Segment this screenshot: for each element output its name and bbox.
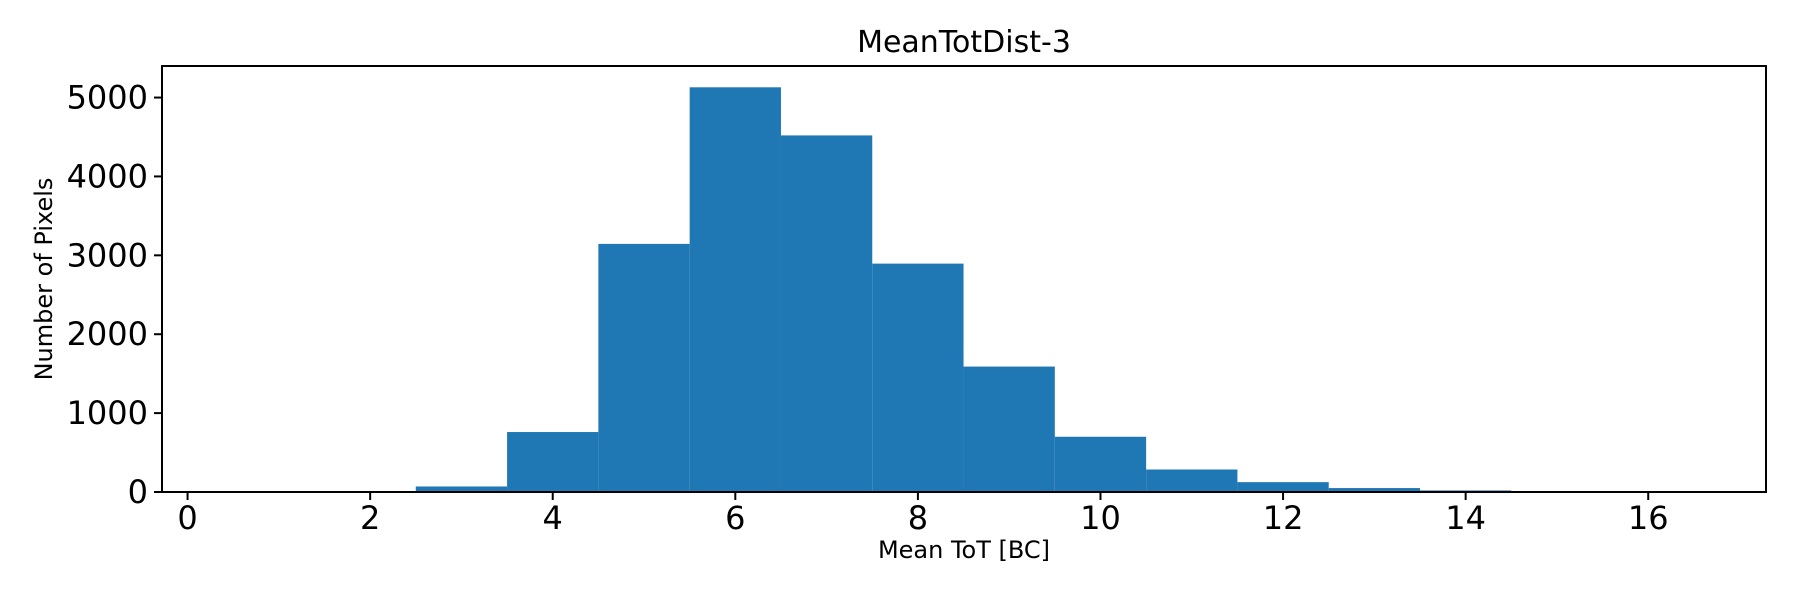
histogram-bar (780, 135, 873, 493)
histogram-bar (963, 366, 1055, 492)
y-tick-label: 5000 (67, 79, 148, 117)
histogram-bar (1328, 488, 1420, 492)
x-tick-label: 6 (725, 499, 745, 537)
x-tick-labels-group: 0 2 4 6 8 10 12 14 16 (177, 499, 1668, 537)
y-ticks-group (154, 96, 162, 493)
x-tick-label: 10 (1080, 499, 1121, 537)
bars-group (415, 87, 1603, 493)
histogram-bar (689, 87, 781, 493)
x-axis-label: Mean ToT [BC] (878, 536, 1050, 564)
histogram-bar (415, 486, 508, 492)
y-tick-label: 4000 (67, 157, 148, 195)
histogram-bar (1237, 482, 1329, 492)
y-tick-label: 0 (128, 473, 148, 511)
y-tick-labels-group: 0 1000 2000 3000 4000 5000 (67, 79, 148, 511)
x-tick-label: 4 (543, 499, 563, 537)
x-tick-label: 14 (1445, 499, 1486, 537)
y-tick-label: 1000 (67, 394, 148, 432)
x-tick-label: 16 (1628, 499, 1669, 537)
x-tick-label: 12 (1263, 499, 1304, 537)
x-ticks-group (186, 492, 1650, 500)
x-tick-label: 0 (177, 499, 197, 537)
x-tick-label: 2 (360, 499, 380, 537)
histogram-bar (1054, 436, 1147, 492)
histogram-bar (1146, 469, 1238, 492)
y-tick-label: 2000 (67, 315, 148, 353)
y-axis-label: Number of Pixels (30, 178, 58, 381)
histogram-bar (598, 243, 690, 492)
histogram-bar (872, 263, 964, 492)
x-tick-label: 8 (908, 499, 928, 537)
plot-border (161, 65, 1767, 493)
chart-title: MeanTotDist-3 (857, 25, 1071, 60)
y-tick-label: 3000 (67, 236, 148, 274)
histogram-bar (507, 432, 599, 492)
